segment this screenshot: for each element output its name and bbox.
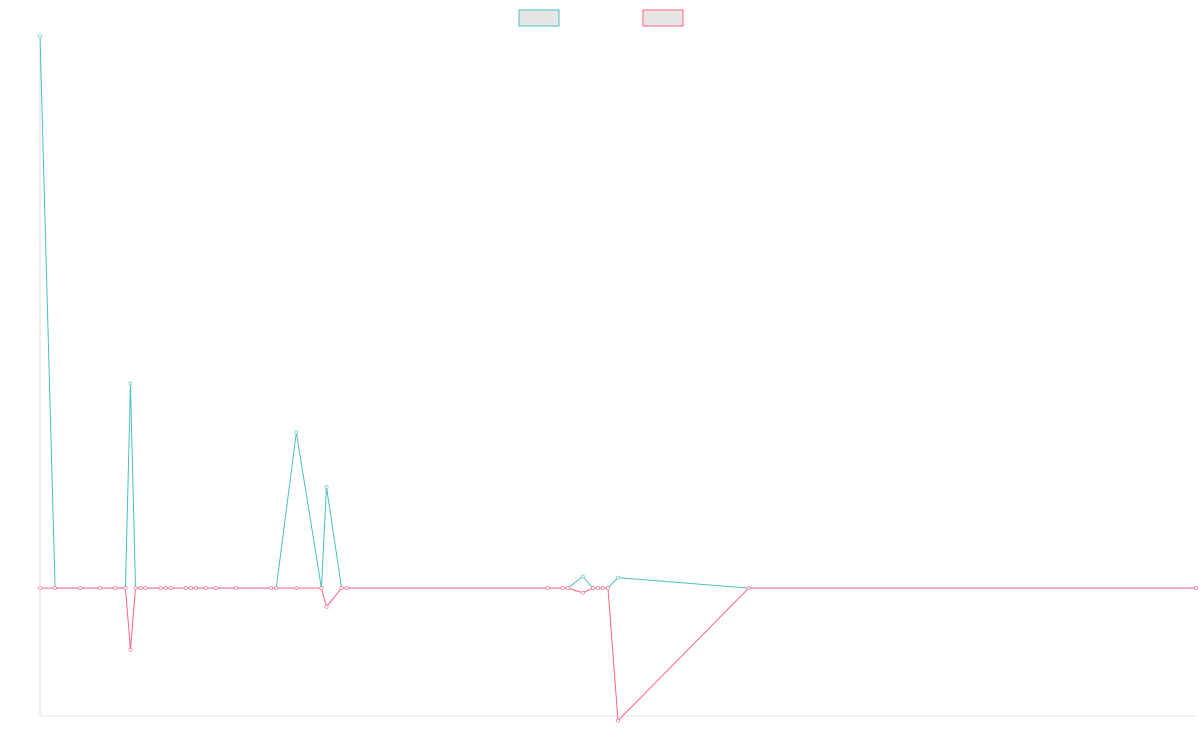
data-point[interactable] (163, 586, 168, 591)
data-point[interactable] (183, 586, 188, 591)
data-point[interactable] (138, 586, 143, 591)
legend (518, 9, 684, 27)
series-line-2 (40, 587, 1196, 722)
data-point[interactable] (565, 586, 570, 591)
data-point[interactable] (596, 586, 600, 591)
data-point[interactable] (1194, 586, 1198, 591)
data-point[interactable] (98, 586, 103, 591)
data-point[interactable] (143, 586, 148, 591)
data-point[interactable] (78, 586, 83, 591)
data-point[interactable] (746, 586, 751, 591)
data-point[interactable] (123, 586, 128, 591)
data-point[interactable] (324, 485, 329, 489)
data-point[interactable] (113, 586, 118, 591)
data-point[interactable] (616, 718, 620, 723)
data-point[interactable] (580, 590, 585, 595)
data-point[interactable] (601, 586, 605, 591)
data-point[interactable] (294, 430, 299, 435)
data-point[interactable] (616, 575, 620, 580)
series-layer (38, 34, 1198, 723)
data-point[interactable] (193, 586, 198, 591)
data-point[interactable] (133, 586, 138, 591)
data-point[interactable] (319, 586, 324, 591)
data-point[interactable] (203, 586, 208, 591)
data-point[interactable] (38, 586, 42, 591)
data-point[interactable] (269, 586, 274, 591)
data-point[interactable] (274, 586, 279, 591)
legend-swatch-2[interactable] (642, 9, 684, 27)
data-point[interactable] (294, 586, 299, 591)
data-point[interactable] (339, 586, 344, 591)
data-point[interactable] (168, 586, 173, 591)
data-point[interactable] (560, 586, 565, 591)
legend-swatch-1[interactable] (518, 9, 560, 27)
data-point[interactable] (188, 586, 193, 591)
data-point[interactable] (38, 34, 42, 38)
data-point[interactable] (128, 647, 133, 652)
data-point[interactable] (158, 586, 163, 591)
data-point[interactable] (128, 381, 133, 386)
axes (39, 36, 1196, 717)
data-point[interactable] (214, 586, 218, 591)
data-point[interactable] (606, 586, 610, 591)
data-point[interactable] (324, 604, 329, 609)
data-point[interactable] (234, 586, 238, 591)
series-line-1 (39, 35, 1196, 589)
data-point[interactable] (53, 586, 57, 591)
data-point[interactable] (344, 586, 349, 591)
data-point[interactable] (580, 574, 585, 579)
data-point[interactable] (545, 586, 550, 591)
data-point[interactable] (590, 586, 595, 591)
